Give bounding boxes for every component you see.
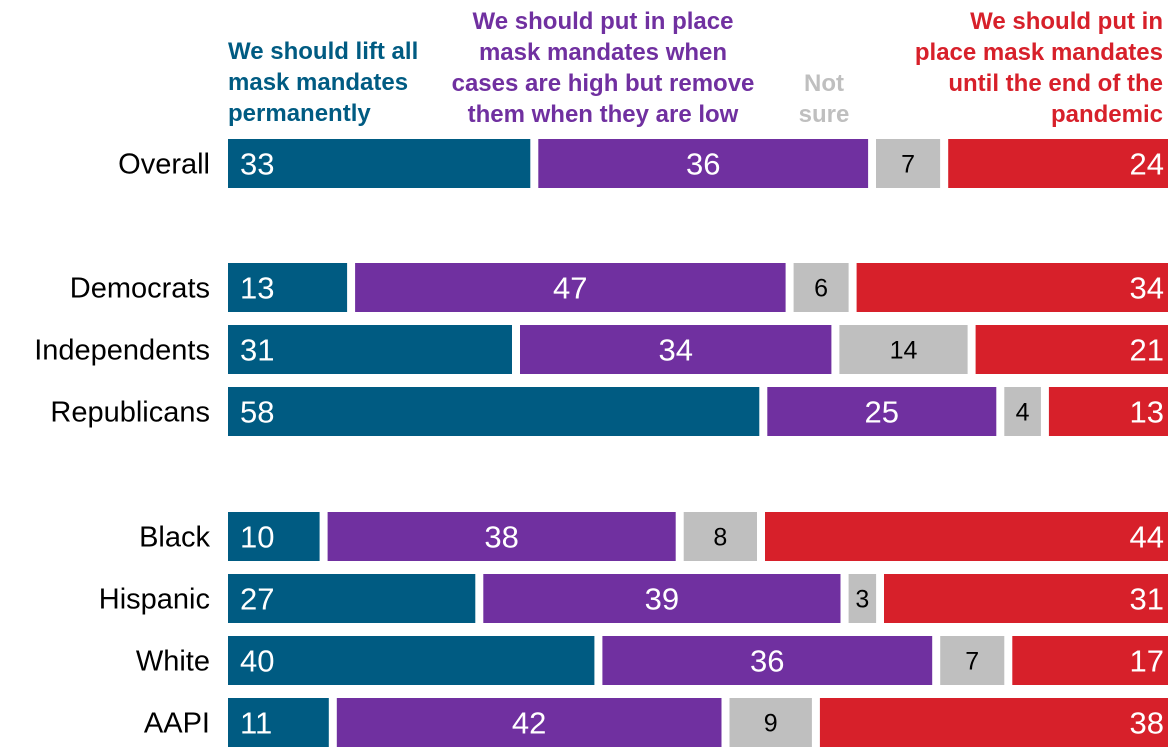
bar-segment-not-sure-overall — [876, 139, 941, 188]
data-label-not-sure-independents: 14 — [890, 337, 918, 365]
data-label-until-end-overall: 24 — [1130, 147, 1164, 182]
legend-label-lift-all: We should lift all mask mandates permane… — [228, 38, 419, 127]
bar-segment-when-high-independents — [520, 325, 832, 374]
bar-segment-when-high-aapi — [336, 698, 722, 747]
bar-row-overall: Overall 33 36 7 24 — [118, 139, 1168, 188]
bar-segment-lift-all-independents — [228, 325, 512, 374]
data-label-not-sure-overall: 7 — [901, 151, 915, 179]
bar-segment-when-high-hispanic — [483, 574, 841, 623]
row-label-aapi: AAPI — [144, 708, 210, 740]
data-label-when-high-hispanic: 39 — [645, 582, 679, 617]
legend-label-until-end: We should put in place mask mandates unt… — [914, 8, 1163, 128]
bar-row-white: White 40 36 7 17 — [136, 636, 1168, 685]
row-label-independents: Independents — [34, 335, 210, 367]
data-label-when-high-overall: 36 — [686, 147, 720, 182]
bar-segment-until-end-overall — [948, 139, 1168, 188]
bar-segment-not-sure-hispanic — [848, 574, 877, 623]
bar-row-hispanic: Hispanic 27 39 3 31 — [99, 574, 1168, 623]
data-label-until-end-white: 17 — [1130, 644, 1164, 679]
data-label-when-high-aapi: 42 — [512, 706, 546, 741]
bar-segment-until-end-independents — [975, 325, 1168, 374]
bar-segment-not-sure-democrats — [793, 263, 849, 312]
bar-segment-lift-all-democrats — [228, 263, 348, 312]
data-label-when-high-independents: 34 — [658, 333, 692, 368]
data-label-not-sure-democrats: 6 — [814, 275, 828, 303]
data-label-until-end-independents: 21 — [1130, 333, 1164, 368]
bar-row-democrats: Democrats 13 47 6 34 — [70, 263, 1168, 312]
bar-row-aapi: AAPI 11 42 9 38 — [144, 698, 1168, 747]
bar-segment-until-end-hispanic — [884, 574, 1168, 623]
bar-segment-when-high-democrats — [355, 263, 786, 312]
bar-segment-not-sure-republicans — [1004, 387, 1041, 436]
data-label-when-high-democrats: 47 — [553, 271, 587, 306]
row-label-democrats: Democrats — [70, 273, 210, 305]
legend-label-not-sure: Not sure — [798, 70, 850, 128]
row-label-hispanic: Hispanic — [99, 584, 210, 616]
bar-row-republicans: Republicans 58 25 4 13 — [50, 387, 1168, 436]
bar-segment-lift-all-overall — [228, 139, 531, 188]
bar-segment-until-end-white — [1012, 636, 1168, 685]
bar-segment-until-end-aapi — [819, 698, 1168, 747]
data-label-lift-all-democrats: 13 — [240, 271, 274, 306]
data-label-when-high-republicans: 25 — [865, 395, 899, 430]
bar-segment-not-sure-aapi — [729, 698, 812, 747]
data-label-lift-all-independents: 31 — [240, 333, 274, 368]
data-label-lift-all-aapi: 11 — [240, 706, 272, 741]
bar-segment-when-high-black — [327, 512, 676, 561]
data-label-until-end-hispanic: 31 — [1130, 582, 1164, 617]
bar-segment-lift-all-white — [228, 636, 595, 685]
data-label-not-sure-hispanic: 3 — [855, 586, 869, 614]
bar-segment-lift-all-black — [228, 512, 320, 561]
data-label-lift-all-hispanic: 27 — [240, 582, 274, 617]
data-label-when-high-white: 36 — [750, 644, 784, 679]
data-label-not-sure-white: 7 — [965, 648, 979, 676]
data-label-until-end-black: 44 — [1130, 520, 1164, 555]
bar-segment-when-high-white — [602, 636, 933, 685]
data-label-lift-all-black: 10 — [240, 520, 274, 555]
row-label-republicans: Republicans — [50, 397, 210, 429]
bar-row-independents: Independents 31 34 14 21 — [34, 325, 1168, 374]
row-label-overall: Overall — [118, 149, 210, 181]
data-label-until-end-republicans: 13 — [1130, 395, 1164, 430]
bar-segment-until-end-democrats — [856, 263, 1168, 312]
data-label-lift-all-white: 40 — [240, 644, 274, 679]
bar-segment-not-sure-white — [940, 636, 1005, 685]
bar-segment-when-high-overall — [538, 139, 869, 188]
data-label-when-high-black: 38 — [484, 520, 518, 555]
bar-segment-not-sure-black — [683, 512, 757, 561]
bar-segment-lift-all-aapi — [228, 698, 329, 747]
data-label-lift-all-republicans: 58 — [240, 395, 274, 430]
bar-row-black: Black 10 38 8 44 — [139, 512, 1168, 561]
data-label-until-end-democrats: 34 — [1130, 271, 1164, 306]
data-label-not-sure-black: 8 — [713, 524, 727, 552]
data-label-lift-all-overall: 33 — [240, 147, 274, 182]
bar-segment-not-sure-independents — [839, 325, 968, 374]
row-label-white: White — [136, 646, 210, 678]
bar-segment-lift-all-republicans — [228, 387, 760, 436]
bar-segment-until-end-republicans — [1048, 387, 1168, 436]
data-label-not-sure-aapi: 9 — [764, 710, 778, 738]
row-label-black: Black — [139, 522, 210, 554]
bar-segment-until-end-black — [765, 512, 1168, 561]
legend-label-mandates-when-high: We should put in place mask mandates whe… — [451, 8, 755, 128]
bar-segment-lift-all-hispanic — [228, 574, 476, 623]
data-label-not-sure-republicans: 4 — [1016, 399, 1030, 427]
data-label-until-end-aapi: 38 — [1130, 706, 1164, 741]
bar-segment-when-high-republicans — [767, 387, 997, 436]
